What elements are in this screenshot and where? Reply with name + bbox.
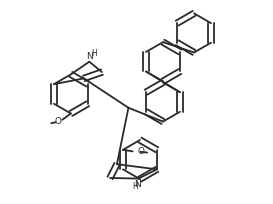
Text: O: O	[55, 117, 62, 126]
Text: H: H	[132, 182, 138, 192]
Text: N: N	[86, 52, 93, 61]
Text: O: O	[138, 147, 144, 156]
Text: H: H	[91, 49, 97, 58]
Text: N: N	[134, 180, 141, 189]
